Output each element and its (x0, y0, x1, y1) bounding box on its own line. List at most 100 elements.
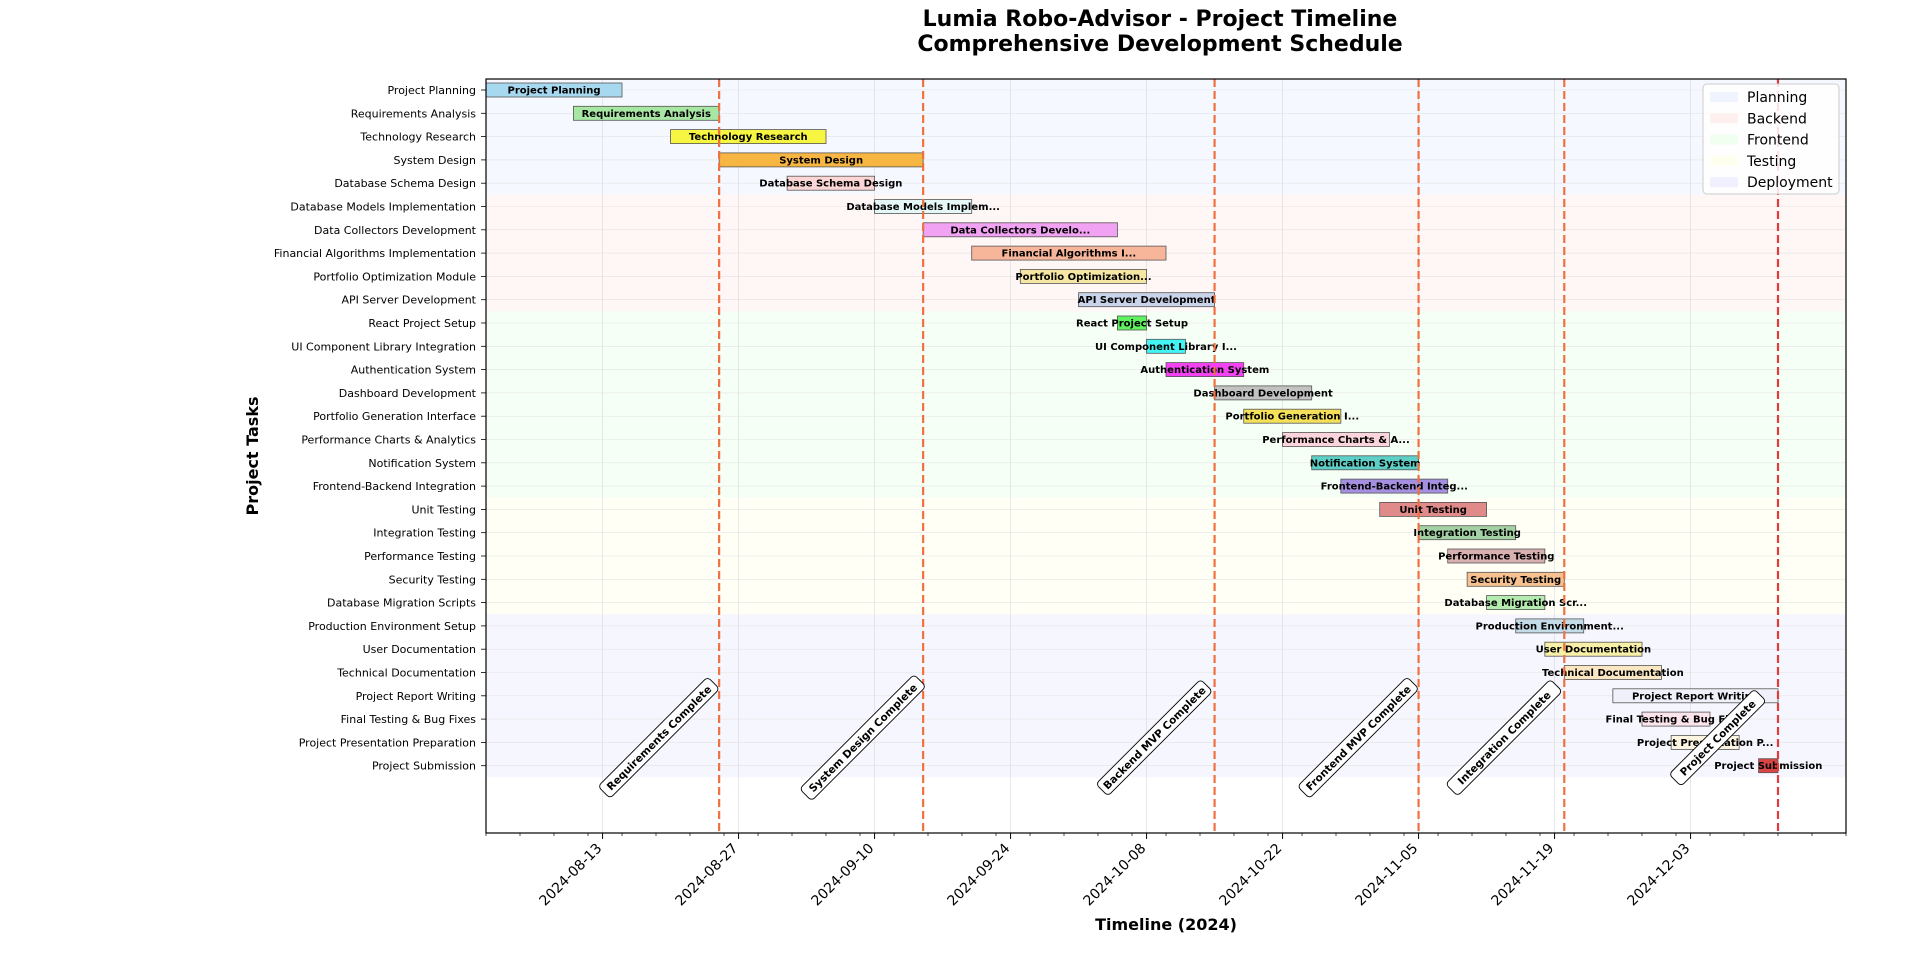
y-tick-label: Project Report Writing (356, 690, 476, 703)
y-tick-label: Database Migration Scripts (327, 597, 476, 610)
task-bar-label: Database Models Implem... (846, 202, 1000, 213)
y-tick-label: Integration Testing (373, 527, 476, 540)
task-bar-label: Dashboard Development (1193, 388, 1333, 399)
task-bar-label: Data Collectors Develo... (950, 225, 1090, 236)
x-axis-title: Timeline (2024) (1095, 915, 1237, 934)
task-bar-label: API Server Development (1078, 295, 1216, 306)
y-tick-label: Database Schema Design (334, 177, 476, 190)
task-bar (718, 152, 924, 168)
y-tick-label: Data Collectors Development (314, 224, 477, 237)
y-tick-label: Security Testing (389, 573, 476, 586)
x-tick-label: 2024-12-03 (1625, 841, 1694, 910)
chart-title: Lumia Robo-Advisor - Project Timeline (923, 7, 1398, 32)
y-tick-label: Project Presentation Preparation (299, 736, 476, 749)
y-tick-label: API Server Development (341, 294, 476, 307)
milestone-label-box (1446, 680, 1562, 795)
task-bar (1311, 455, 1419, 471)
legend-swatch (1710, 92, 1738, 102)
task-bar-label: React Project Setup (1076, 319, 1188, 330)
task-bar-label: Database Migration Scr... (1444, 598, 1587, 609)
y-tick-labels: Project Planning Requirements Analysis Tec… (274, 84, 486, 773)
task-bar-label: Technology Research (689, 132, 808, 143)
task-bar-label: Portfolio Generation I... (1225, 412, 1359, 423)
legend-label: Testing (1746, 154, 1796, 170)
y-tick-label: Frontend-Backend Integration (313, 480, 476, 493)
x-tick-label: 2024-09-10 (809, 841, 878, 910)
y-tick-label: Project Planning (387, 84, 476, 97)
task-bar-label: Performance Charts & A... (1262, 435, 1410, 446)
task-bar-label: Financial Algorithms I... (1002, 249, 1137, 260)
milestone-label-box (599, 678, 719, 798)
milestone-label-box (1097, 680, 1212, 795)
legend-swatch (1710, 155, 1738, 166)
milestone-label-box (1298, 678, 1418, 798)
x-tick-label: 2024-08-27 (673, 841, 742, 910)
task-bar (1019, 268, 1147, 284)
legend-label: Deployment (1747, 175, 1833, 191)
task-bar-label: UI Component Library I... (1095, 342, 1237, 353)
y-tick-label: UI Component Library Integration (291, 340, 476, 353)
task-bar (1466, 571, 1565, 587)
task-bar (1447, 548, 1546, 564)
task-bar (1379, 501, 1487, 517)
y-tick-label: Financial Algorithms Implementation (274, 247, 476, 260)
task-bar (1146, 338, 1186, 354)
task-bar-label: Project Report Writing (1632, 691, 1759, 702)
task-bar-label: Performance Testing (1438, 552, 1554, 563)
y-tick-label: Project Submission (372, 760, 476, 773)
legend-box (1702, 83, 1840, 195)
task-bar (1340, 478, 1449, 494)
x-tick-label: 2024-10-22 (1217, 841, 1286, 910)
y-tick-label: Portfolio Generation Interface (313, 410, 476, 423)
legend-swatch (1710, 134, 1738, 145)
x-axis: 2024-08-13 2024-08-27 2024-09-10 2024-09-24… (485, 833, 1847, 910)
task-bar-label: Portfolio Optimization... (1015, 272, 1151, 283)
task-bar-label: Requirements Analysis (582, 109, 711, 120)
y-tick-label: Dashboard Development (339, 387, 477, 400)
chart-subtitle: Comprehensive Development Schedule (917, 32, 1402, 57)
task-bar (1282, 432, 1390, 447)
task-bar-label: Integration Testing (1413, 528, 1521, 539)
task-bar (1243, 408, 1342, 424)
task-bar-label: Unit Testing (1399, 505, 1467, 516)
x-tick-label: 2024-11-05 (1353, 841, 1422, 910)
task-bar (1486, 595, 1546, 610)
y-tick-label: Database Models Implementation (290, 201, 476, 214)
y-tick-label: Final Testing & Bug Fixes (341, 713, 477, 726)
y-tick-label: Notification System (368, 457, 476, 470)
task-bar (1165, 362, 1245, 378)
task-bar (1641, 711, 1711, 727)
task-bar (1117, 315, 1147, 331)
legend-swatch (1710, 113, 1738, 124)
y-tick-label: Requirements Analysis (351, 107, 477, 120)
task-bar (573, 105, 720, 121)
task-bar (1515, 618, 1585, 634)
x-tick-label: 2024-08-13 (537, 841, 606, 910)
legend-swatch (1710, 177, 1738, 188)
legend-label: Backend (1747, 111, 1807, 127)
task-bars: Project Planning Requirements Analysis Tec… (485, 82, 1822, 774)
task-bar-label: Database Schema Design (759, 179, 902, 190)
y-tick-label: Unit Testing (411, 503, 476, 516)
task-bar (786, 175, 875, 191)
task-bar (1418, 525, 1517, 541)
grid-lines (486, 79, 1846, 833)
task-bar-label: Technical Documentation (1542, 668, 1684, 679)
y-tick-label: Production Environment Setup (308, 620, 476, 633)
task-bar-label: Final Testing & Bug Fix... (1606, 715, 1747, 726)
task-bar-label: System Design (779, 155, 863, 166)
y-tick-label: User Documentation (363, 643, 476, 656)
x-tick-label: 2024-10-08 (1081, 841, 1150, 910)
x-tick-label: 2024-09-24 (945, 840, 1014, 909)
y-tick-label: System Design (394, 154, 477, 167)
y-tick-label: Authentication System (351, 364, 476, 377)
task-bar-label: Project Submission (1714, 761, 1822, 772)
x-tick-label: 2024-11-19 (1489, 841, 1558, 910)
legend-label: Frontend (1747, 133, 1809, 149)
legend-label: Planning (1747, 90, 1807, 106)
task-bar-label: Production Environment... (1476, 621, 1624, 632)
milestone-label-box (800, 675, 925, 800)
y-tick-label: Technical Documentation (336, 667, 476, 680)
task-bar-label: Authentication System (1140, 365, 1269, 376)
